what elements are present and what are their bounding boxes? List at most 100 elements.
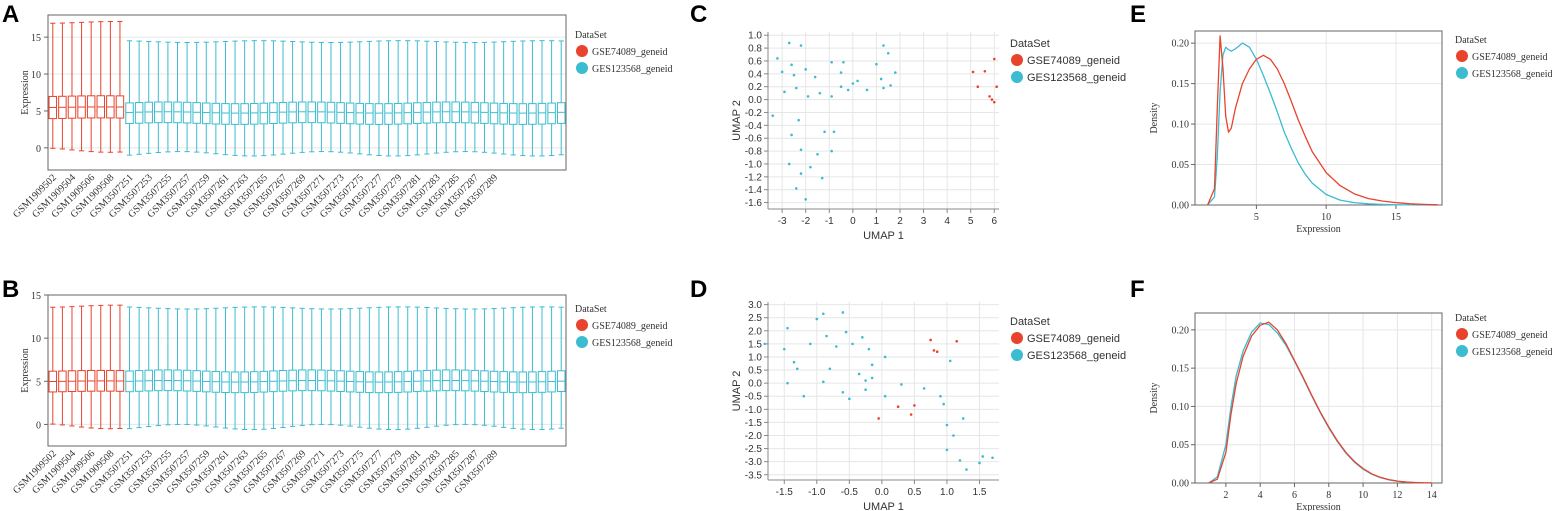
x-tick-label: 12 <box>1392 490 1402 501</box>
point-ges123568 <box>782 347 786 351</box>
y-tick-label: 5 <box>36 107 41 118</box>
box-ges123568 <box>355 41 365 155</box>
point-ges123568 <box>815 317 819 321</box>
y-tick-label: 0.15 <box>1172 79 1190 90</box>
box-ges123568 <box>499 41 508 155</box>
density-line-ges123568 <box>1208 322 1432 484</box>
box-body <box>221 103 230 125</box>
box-gse74089 <box>106 20 115 153</box>
x-tick-label: 10 <box>1321 212 1331 223</box>
density-line-ges123568 <box>1207 42 1438 206</box>
y-tick-label: 10 <box>31 334 41 345</box>
box-ges123568 <box>163 41 173 153</box>
box-ges123568 <box>154 41 163 154</box>
point-ges123568 <box>948 359 952 363</box>
y-tick-label: 0.10 <box>1172 120 1190 131</box>
y-tick-label: -0.6 <box>745 134 763 145</box>
box-gse74089 <box>86 21 96 153</box>
plot-background <box>768 32 999 209</box>
y-tick-label: 0.00 <box>1172 201 1190 212</box>
point-ges123568 <box>832 130 836 134</box>
point-ges123568 <box>797 118 800 122</box>
box-ges123568 <box>259 40 269 157</box>
x-tick-label: 4 <box>944 216 950 227</box>
box-body <box>192 102 201 124</box>
point-ges123568 <box>771 114 775 117</box>
point-gse74089 <box>913 404 916 407</box>
box-body <box>403 102 412 125</box>
box-body <box>230 103 240 125</box>
point-ges123568 <box>806 95 810 98</box>
box-ges123568 <box>365 307 374 429</box>
y-tick-label: 0.0 <box>748 95 762 106</box>
box-ges123568 <box>249 40 259 157</box>
box-ges123568 <box>192 308 201 426</box>
panel-c: C -3 -2 -1 0 1 2 3 4 5 6 -1.6 -1.4 -1.2 -1.0-0.8 -0.6 -… <box>690 1 1126 242</box>
box-body <box>374 103 384 125</box>
box-gse74089 <box>58 306 67 426</box>
point-ges123568 <box>792 73 796 77</box>
point-gse74089 <box>929 338 932 342</box>
box-ges123568 <box>518 40 528 157</box>
point-ges123568 <box>961 417 965 420</box>
point-ges123568 <box>864 388 867 391</box>
box-body <box>470 101 480 124</box>
box-ges123568 <box>441 41 451 153</box>
point-ges123568 <box>804 68 808 71</box>
point-ges123568 <box>776 57 779 60</box>
box-ges123568 <box>393 40 403 157</box>
y-tick-label: 0.10 <box>1172 402 1190 413</box>
y-tick-label: 15 <box>31 33 41 44</box>
legend-swatch-gse74089 <box>1456 328 1468 340</box>
box-ges123568 <box>221 40 230 156</box>
box-ges123568 <box>365 40 374 156</box>
box-gse74089 <box>67 306 77 427</box>
point-gse74089 <box>909 413 913 416</box>
box-gse74089 <box>48 306 58 425</box>
legend-label-gse74089: GSE74089_geneid <box>592 321 668 332</box>
x-tick-label: 2 <box>897 216 903 227</box>
y-tick-label: -2.0 <box>745 431 763 442</box>
point-ges123568 <box>875 62 878 66</box>
box-body <box>163 101 173 124</box>
y-tick-label: 0.6 <box>748 56 762 67</box>
box-ges123568 <box>297 307 307 426</box>
box-ges123568 <box>269 40 278 156</box>
box-ges123568 <box>384 40 393 157</box>
y-tick-label: 0 <box>36 144 41 155</box>
y-tick-label: 0.2 <box>748 82 762 93</box>
y-tick-label: 1.0 <box>748 352 762 363</box>
x-tick-label: 14 <box>1427 490 1437 501</box>
box-body <box>480 102 489 124</box>
box-ges123568 <box>480 308 489 426</box>
panel-b: B 051015ExpressionGSM1909502GSM1909504GS… <box>2 276 673 496</box>
box-ges123568 <box>230 306 240 430</box>
box-body <box>326 101 336 124</box>
point-ges123568 <box>861 336 864 339</box>
legend-label-gse74089: GSE74089_geneid <box>592 47 668 58</box>
legend-swatch-gse74089 <box>1011 54 1023 66</box>
box-body <box>144 101 153 124</box>
legend-label-ges123568: GES123568_geneid <box>1472 347 1552 358</box>
point-gse74089 <box>971 70 975 74</box>
box-ges123568 <box>336 308 345 426</box>
box-ges123568 <box>393 306 403 431</box>
box-body <box>336 102 345 124</box>
legend-swatch-gse74089 <box>1011 332 1023 344</box>
y-tick-label: -1.0 <box>745 405 763 416</box>
box-ges123568 <box>134 306 144 429</box>
box-ges123568 <box>202 308 211 427</box>
x-axis-label: UMAP 1 <box>863 230 904 242</box>
box-ges123568 <box>211 41 221 155</box>
point-ges123568 <box>922 387 926 390</box>
box-body <box>518 103 528 125</box>
point-ges123568 <box>794 86 798 90</box>
box-body <box>249 102 259 125</box>
y-tick-label: -0.5 <box>745 392 763 403</box>
y-tick-label: 0.20 <box>1172 39 1190 50</box>
box-ges123568 <box>211 307 221 428</box>
point-ges123568 <box>886 51 890 55</box>
legend-label-ges123568: GES123568_geneid <box>592 64 673 75</box>
y-tick-label: -1.6 <box>745 198 763 209</box>
x-tick-label: 5 <box>1254 212 1259 223</box>
